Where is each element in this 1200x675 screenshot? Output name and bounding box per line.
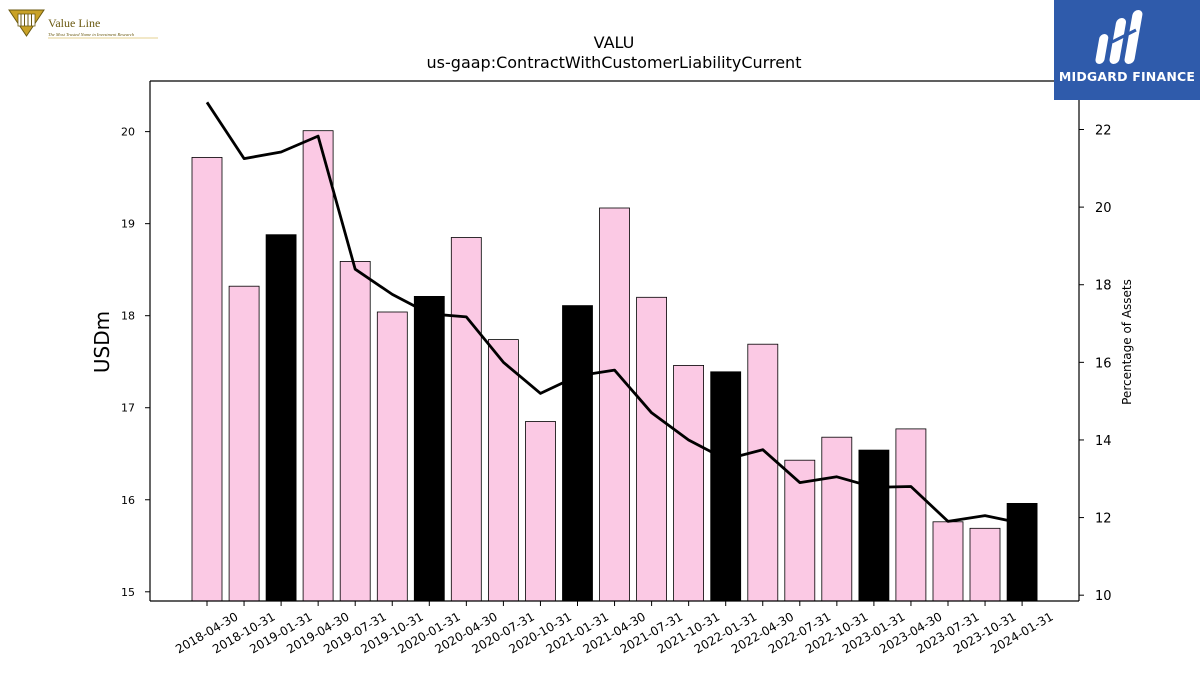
midgard-finance-name: MIDGARD FINANCE <box>1058 69 1196 84</box>
bar-2018-04-30 <box>191 156 223 602</box>
y2-tick-label: 10 <box>1095 589 1112 604</box>
bar-2022-04-30 <box>747 343 779 602</box>
valueline-tagline: The Most Trusted Name in Investment Rese… <box>48 32 135 37</box>
bar-2022-01-31 <box>710 371 742 602</box>
y-tick-label: 16 <box>121 494 135 507</box>
bar-2020-07-31 <box>487 339 519 602</box>
y2-axis-label: Percentage of Assets <box>1120 279 1134 405</box>
y-axis-label: USDm <box>90 311 114 373</box>
midgard-emblem-icon <box>1095 10 1143 64</box>
bar-2021-01-31 <box>562 305 593 602</box>
y2-tick-label: 20 <box>1095 201 1112 216</box>
bar-2018-10-31 <box>228 285 260 602</box>
chart-subtitle: us-gaap:ContractWithCustomerLiabilityCur… <box>427 53 802 72</box>
bar-2021-04-30 <box>599 207 630 602</box>
y2-tick-label: 16 <box>1095 356 1112 371</box>
percentage-of-assets-line <box>205 101 1023 525</box>
bar-2019-01-31 <box>265 234 297 602</box>
y-tick-label: 20 <box>121 126 135 139</box>
chart-title: VALU <box>594 33 635 52</box>
y-tick-label: 15 <box>121 586 135 599</box>
valueline-name: Value Line <box>48 16 100 30</box>
bar-2021-07-31 <box>636 296 667 602</box>
y2-tick-label: 18 <box>1095 279 1112 294</box>
bar-2020-04-30 <box>450 237 482 602</box>
bar-2023-04-30 <box>895 428 927 602</box>
bar-2019-07-31 <box>339 260 371 602</box>
bar-2021-10-31 <box>673 364 704 602</box>
bar-2023-01-31 <box>858 449 890 602</box>
bar-2020-10-31 <box>525 421 556 602</box>
y2-tick-label: 22 <box>1095 124 1112 139</box>
y-tick-label: 19 <box>121 218 135 231</box>
y-tick-label: 17 <box>121 402 135 415</box>
y2-tick-label: 12 <box>1095 512 1112 527</box>
bar-2024-01-31 <box>1006 502 1038 602</box>
bar-2023-07-31 <box>932 521 964 602</box>
bar-2020-01-31 <box>413 295 445 602</box>
y-tick-label: 18 <box>121 310 135 323</box>
bars <box>191 130 1038 602</box>
midgard-finance-logo: MIDGARD FINANCE <box>1054 0 1200 100</box>
y2-tick-label: 14 <box>1095 434 1112 449</box>
bar-2023-10-31 <box>969 527 1001 602</box>
bar-2019-04-30 <box>302 130 334 602</box>
bar-2022-10-31 <box>821 436 853 602</box>
valueline-logo: Value Line The Most Trusted Name in Inve… <box>8 9 158 39</box>
bar-2019-10-31 <box>376 311 408 602</box>
percentage-line-layer <box>205 101 1023 525</box>
